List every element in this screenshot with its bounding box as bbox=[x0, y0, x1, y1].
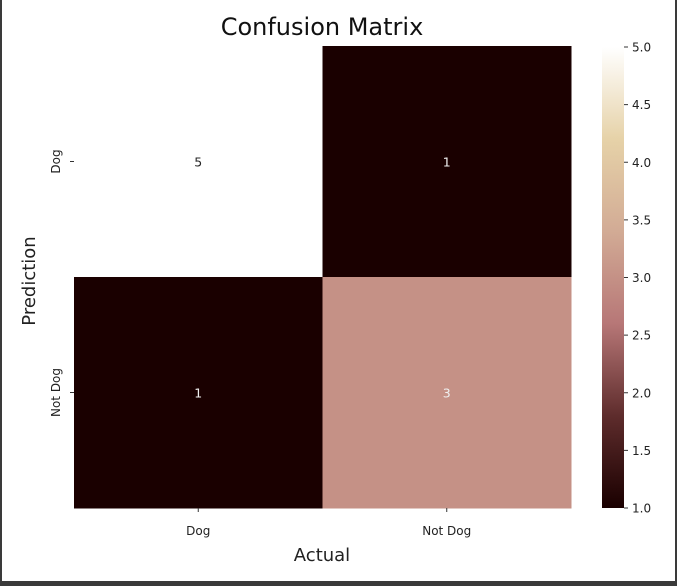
x-tick-label: Dog bbox=[186, 524, 210, 538]
colorbar-tick-label: 5.0 bbox=[632, 41, 651, 55]
heatmap-cell bbox=[74, 277, 323, 509]
colorbar-tick-label: 2.0 bbox=[632, 386, 651, 400]
x-tick-label: Not Dog bbox=[422, 524, 471, 538]
y-tick-label: Dog bbox=[49, 149, 63, 173]
heatmap-cell bbox=[322, 46, 572, 278]
y-axis-ticks: Dog Not Dog bbox=[49, 149, 74, 417]
x-axis-label: Actual bbox=[294, 545, 350, 566]
colorbar-tick-label: 4.0 bbox=[632, 156, 651, 170]
y-tick-label: Not Dog bbox=[49, 368, 63, 417]
cell-value-label: 1 bbox=[443, 155, 451, 170]
cell-value-label: 3 bbox=[443, 386, 451, 401]
heatmap-cell bbox=[74, 46, 323, 278]
colorbar-tick-label: 3.5 bbox=[632, 213, 651, 227]
colorbar-tick-label: 2.5 bbox=[632, 329, 651, 343]
heatmap-cells: 5 1 1 3 bbox=[74, 46, 572, 509]
cell-value-label: 5 bbox=[194, 155, 202, 170]
colorbar-tick-label: 1.0 bbox=[632, 502, 651, 516]
colorbar-tick-label: 3.0 bbox=[632, 271, 651, 285]
x-axis-ticks: Dog Not Dog bbox=[186, 508, 471, 538]
colorbar-tick-label: 1.5 bbox=[632, 444, 651, 458]
chart-title: Confusion Matrix bbox=[221, 13, 424, 41]
colorbar-tick-label: 4.5 bbox=[632, 98, 651, 112]
heatmap-cell bbox=[322, 277, 572, 509]
colorbar-ticks: 1.0 1.5 2.0 2.5 3.0 3.5 4.0 4.5 5.0 bbox=[624, 41, 651, 516]
cell-value-label: 1 bbox=[194, 386, 202, 401]
colorbar bbox=[602, 47, 624, 508]
y-axis-label: Prediction bbox=[19, 236, 40, 325]
